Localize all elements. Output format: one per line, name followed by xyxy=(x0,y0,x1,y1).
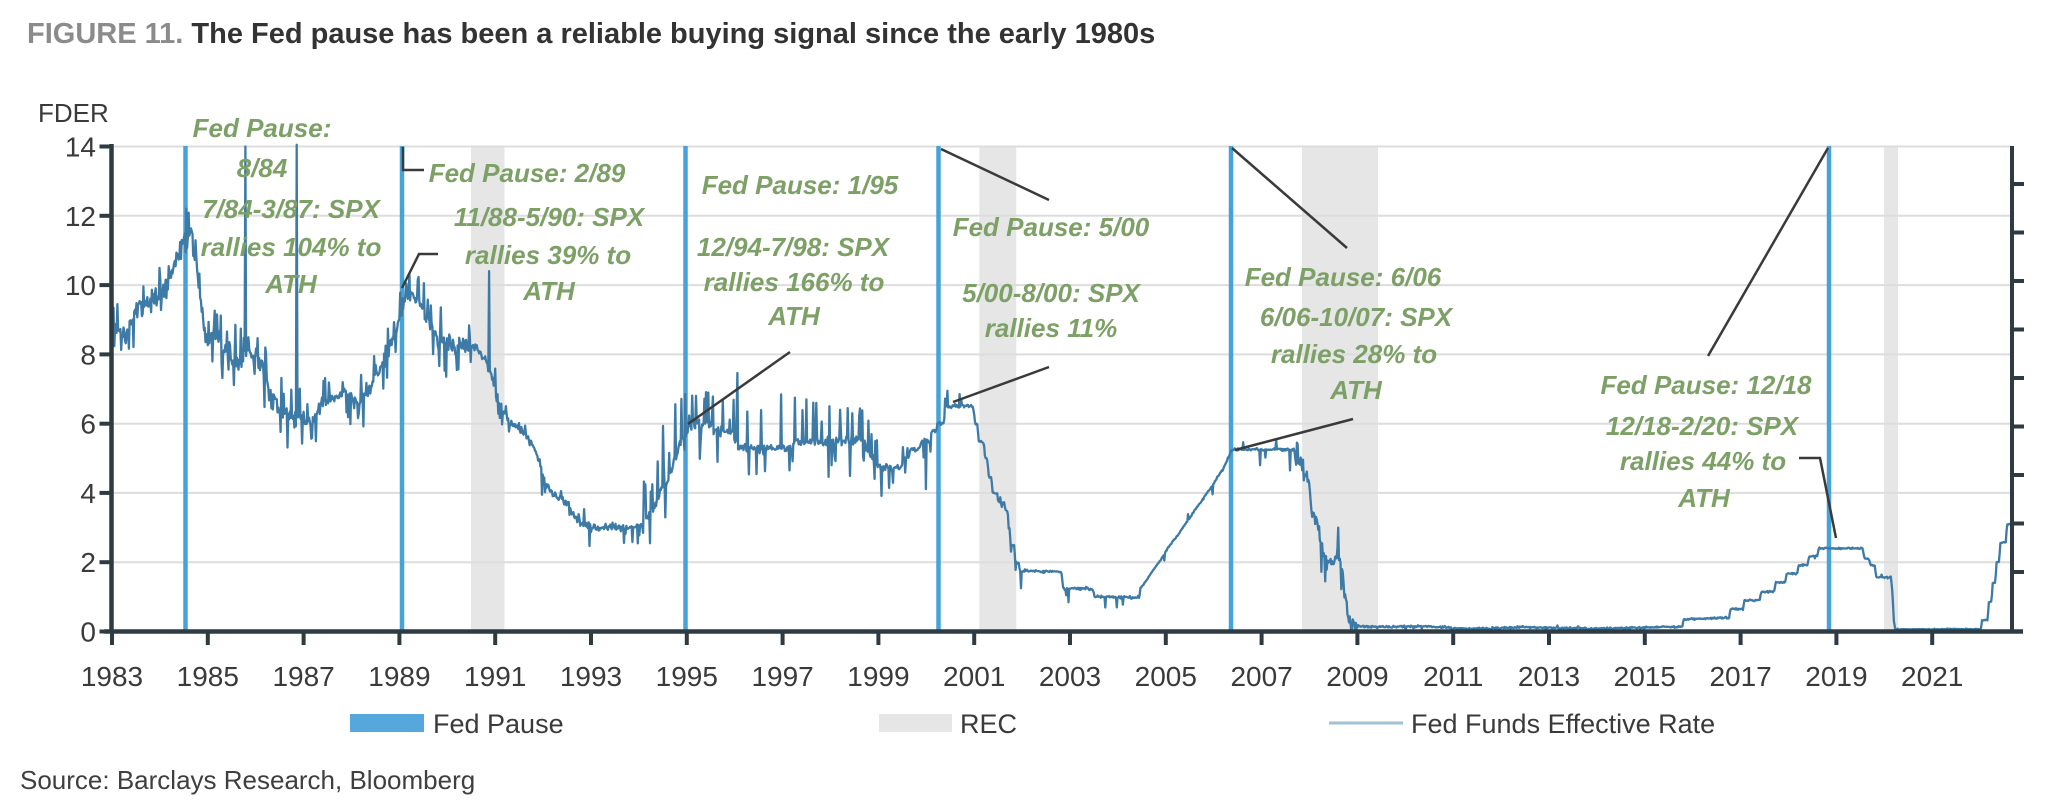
svg-text:Fed Pause: 1/95: Fed Pause: 1/95 xyxy=(702,170,899,200)
svg-text:rallies 28% to: rallies 28% to xyxy=(1271,339,1437,369)
svg-text:ATH: ATH xyxy=(264,269,318,299)
svg-text:1993: 1993 xyxy=(560,661,622,692)
svg-text:8/84: 8/84 xyxy=(237,153,288,183)
svg-text:0: 0 xyxy=(80,617,96,648)
svg-text:ATH: ATH xyxy=(1677,483,1731,513)
svg-text:ATH: ATH xyxy=(767,301,821,331)
svg-text:1989: 1989 xyxy=(368,661,430,692)
svg-text:2001: 2001 xyxy=(943,661,1005,692)
svg-text:4: 4 xyxy=(80,478,96,509)
svg-text:REC: REC xyxy=(960,709,1017,739)
svg-text:1991: 1991 xyxy=(464,661,526,692)
svg-text:1997: 1997 xyxy=(751,661,813,692)
svg-text:rallies 104% to: rallies 104% to xyxy=(201,232,382,262)
svg-text:Fed Pause: 5/00: Fed Pause: 5/00 xyxy=(953,212,1150,242)
svg-text:2013: 2013 xyxy=(1518,661,1580,692)
svg-text:2015: 2015 xyxy=(1614,661,1676,692)
svg-text:rallies 39% to: rallies 39% to xyxy=(465,240,631,270)
svg-text:Fed Funds Effective Rate: Fed Funds Effective Rate xyxy=(1411,709,1715,739)
svg-text:FDER: FDER xyxy=(38,98,109,128)
svg-text:2017: 2017 xyxy=(1709,661,1771,692)
svg-text:2007: 2007 xyxy=(1230,661,1292,692)
svg-text:ATH: ATH xyxy=(522,276,576,306)
svg-text:6: 6 xyxy=(80,409,96,440)
svg-text:7/84-3/87: SPX: 7/84-3/87: SPX xyxy=(202,194,381,224)
svg-text:2005: 2005 xyxy=(1135,661,1197,692)
svg-text:8: 8 xyxy=(80,339,96,370)
svg-text:rallies 11%: rallies 11% xyxy=(985,313,1118,343)
svg-text:2009: 2009 xyxy=(1326,661,1388,692)
svg-text:2011: 2011 xyxy=(1423,661,1483,692)
svg-text:Fed Pause: 2/89: Fed Pause: 2/89 xyxy=(429,158,626,188)
svg-text:ATH: ATH xyxy=(1329,375,1383,405)
svg-text:1983: 1983 xyxy=(81,661,143,692)
svg-text:6/06-10/07: SPX: 6/06-10/07: SPX xyxy=(1260,302,1454,332)
svg-text:FIGURE 11. The Fed pause has b: FIGURE 11. The Fed pause has been a reli… xyxy=(27,18,1155,50)
svg-text:11/88-5/90: SPX: 11/88-5/90: SPX xyxy=(454,202,646,232)
svg-text:1987: 1987 xyxy=(272,661,334,692)
svg-text:Fed Pause: 12/18: Fed Pause: 12/18 xyxy=(1601,370,1813,400)
svg-text:12: 12 xyxy=(65,201,96,232)
svg-text:14: 14 xyxy=(65,132,96,163)
svg-text:Fed Pause:: Fed Pause: xyxy=(193,113,332,143)
svg-text:5/00-8/00: SPX: 5/00-8/00: SPX xyxy=(962,278,1141,308)
svg-text:Source: Barclays Research, Blo: Source: Barclays Research, Bloomberg xyxy=(20,765,475,795)
svg-text:10: 10 xyxy=(65,270,96,301)
svg-text:2: 2 xyxy=(80,547,96,578)
svg-text:1995: 1995 xyxy=(656,661,718,692)
svg-text:12/18-2/20: SPX: 12/18-2/20: SPX xyxy=(1606,411,1800,441)
svg-text:12/94-7/98: SPX: 12/94-7/98: SPX xyxy=(697,232,891,262)
svg-text:1985: 1985 xyxy=(177,661,239,692)
svg-text:Fed Pause: 6/06: Fed Pause: 6/06 xyxy=(1245,262,1442,292)
svg-text:1999: 1999 xyxy=(847,661,909,692)
svg-text:rallies 166% to: rallies 166% to xyxy=(704,267,885,297)
svg-text:rallies 44% to: rallies 44% to xyxy=(1620,446,1786,476)
svg-text:2021: 2021 xyxy=(1901,661,1963,692)
svg-text:2019: 2019 xyxy=(1805,661,1867,692)
svg-text:2003: 2003 xyxy=(1039,661,1101,692)
svg-text:Fed Pause: Fed Pause xyxy=(433,709,564,739)
